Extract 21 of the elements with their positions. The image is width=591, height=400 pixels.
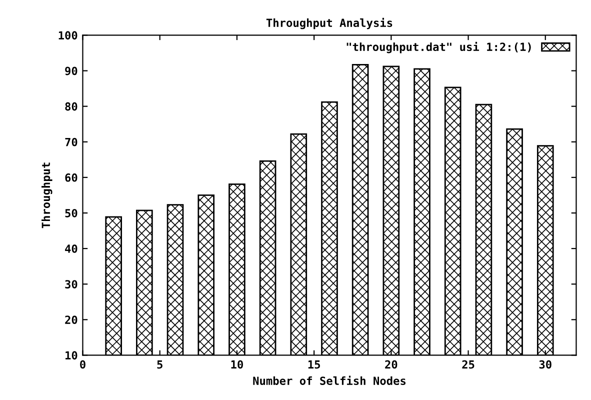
x-tick-label: 15: [308, 360, 320, 369]
y-tick-label: 60: [65, 173, 78, 182]
x-tick-label: 10: [231, 360, 243, 369]
chart-title: Throughput Analysis: [266, 18, 392, 30]
x-tick-label: 25: [462, 360, 474, 369]
y-tick-label: 10: [66, 351, 78, 360]
x-axis-title: Number of Selfish Nodes: [253, 376, 406, 385]
y-tick-label: 80: [65, 102, 78, 111]
y-tick-label: 40: [65, 244, 78, 253]
y-tick-label: 70: [65, 138, 78, 146]
y-tick-label: 20: [65, 316, 78, 324]
y-tick-label: 50: [65, 208, 78, 218]
y-axis-title: Throughput: [42, 162, 52, 228]
y-tick-label: 90: [65, 66, 78, 76]
legend-label: "throughput.dat" usi 1:2:(1): [346, 42, 531, 54]
x-tick-label: 30: [539, 360, 552, 369]
x-tick-label: 5: [157, 360, 162, 369]
x-tick-label: 20: [385, 360, 398, 369]
y-tick-label: 100: [58, 31, 78, 40]
y-tick-label: 30: [65, 280, 78, 288]
x-tick-label: 0: [80, 360, 86, 369]
